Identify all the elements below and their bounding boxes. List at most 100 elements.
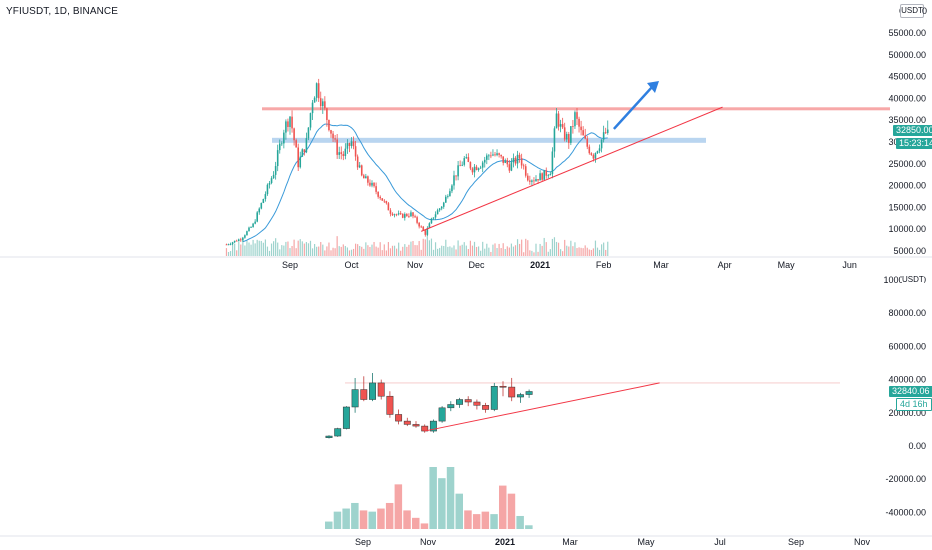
currency-selector[interactable]: USDT (900, 4, 924, 18)
top-volume-bar (475, 246, 478, 256)
top-volume-bar (463, 242, 465, 256)
top-candle (463, 156, 466, 167)
top-candle-body (510, 162, 513, 171)
top-candle (594, 152, 597, 163)
top-candle-body (356, 156, 359, 168)
top-candle (258, 207, 261, 215)
top-candle (492, 149, 494, 157)
top-candle (317, 78, 320, 102)
top-volume-bar (488, 247, 490, 256)
top-candle-body (227, 244, 230, 246)
bottom-y-tick-label: 80000.00 (888, 308, 926, 318)
top-candle-body (315, 83, 318, 98)
top-candle-body (467, 157, 470, 163)
bottom-volume-bar (499, 485, 507, 529)
top-candle-body (455, 175, 457, 177)
top-candle (285, 119, 287, 140)
top-candle (356, 154, 359, 170)
top-volume-bar (260, 240, 262, 256)
bottom-candle-body (369, 382, 376, 400)
top-candle-body (502, 156, 504, 163)
top-candle (270, 176, 273, 185)
bottom-candle-body (490, 385, 498, 410)
top-volume-bar (512, 246, 515, 256)
top-candle (274, 161, 277, 180)
top-volume-bar (348, 250, 351, 256)
top-candle (420, 225, 422, 228)
top-volume-bar (328, 242, 330, 256)
top-volume-bar (508, 247, 510, 256)
top-candle-body (512, 157, 515, 163)
bottom-candle-body (482, 405, 490, 410)
top-candle (447, 194, 449, 199)
top-candle (287, 118, 289, 132)
top-candle-body (440, 206, 443, 209)
top-candle (350, 137, 353, 149)
top-candle-body (377, 191, 379, 197)
top-candle (289, 115, 291, 135)
top-candle-body (379, 196, 381, 199)
top-candle-body (543, 170, 545, 180)
top-volume-bar (406, 246, 408, 256)
top-candle (393, 213, 396, 218)
top-candle-body (293, 128, 295, 141)
top-candle (377, 191, 379, 199)
top-volume-bar (439, 247, 441, 256)
top-volume-bar (437, 248, 439, 256)
top-candle-body (531, 180, 533, 182)
top-candle (319, 91, 322, 111)
bottom-chart-layer: Sep Nov 2021 Mar May Jul Sep Nov -40000.00 -20000… (325, 275, 926, 547)
top-candle-body (580, 126, 582, 131)
top-candle (348, 142, 351, 153)
top-candle (440, 205, 443, 211)
bottom-candle-body (325, 435, 333, 438)
top-volume-bar (527, 240, 529, 256)
bottom-volume-bar (472, 514, 481, 529)
top-candle-body (582, 130, 584, 136)
top-volume-bar (596, 247, 599, 256)
top-candle (248, 226, 250, 232)
top-candle-body (481, 162, 484, 168)
top-volume-bar (529, 250, 531, 256)
top-volume-bar (254, 243, 256, 256)
top-candle-body (389, 210, 392, 214)
top-volume-bar (336, 236, 338, 256)
top-candle (395, 213, 398, 217)
bottom-candle-body (412, 424, 420, 427)
top-volume-bar (586, 247, 588, 256)
top-candle-body (555, 113, 558, 129)
top-candle (281, 141, 283, 146)
top-volume-bar (531, 250, 533, 256)
top-candle-body (424, 230, 427, 235)
top-candle-body (399, 213, 402, 215)
top-candle (303, 149, 306, 156)
top-candle-body (588, 146, 591, 154)
bottom-candle-body (456, 399, 463, 405)
bottom-candle (438, 406, 446, 423)
top-volume-bar (258, 240, 260, 256)
top-candle-body (348, 143, 351, 146)
top-candle-body (418, 222, 420, 227)
top-candle-body (533, 180, 535, 182)
top-candle-body (414, 216, 416, 218)
top-volume-bar (242, 240, 244, 256)
top-volume-bar (387, 242, 389, 256)
bottom-candle (377, 379, 385, 400)
top-volume-bar (355, 243, 357, 256)
top-volume-bar (225, 248, 228, 256)
top-candle (225, 243, 228, 246)
top-volume-bar (256, 239, 258, 256)
top-candle (469, 161, 472, 171)
top-candle-body (397, 213, 400, 215)
bottom-candle (525, 389, 533, 398)
top-candle-body (600, 139, 603, 149)
top-volume-bar (480, 250, 482, 256)
top-volume-bar (434, 242, 437, 256)
top-volume-bar (396, 248, 398, 256)
top-candle-body (338, 152, 340, 155)
top-volume-bar (311, 248, 314, 256)
top-volume-bar (408, 244, 410, 256)
top-candle-body (498, 153, 500, 155)
top-candle (256, 210, 258, 223)
